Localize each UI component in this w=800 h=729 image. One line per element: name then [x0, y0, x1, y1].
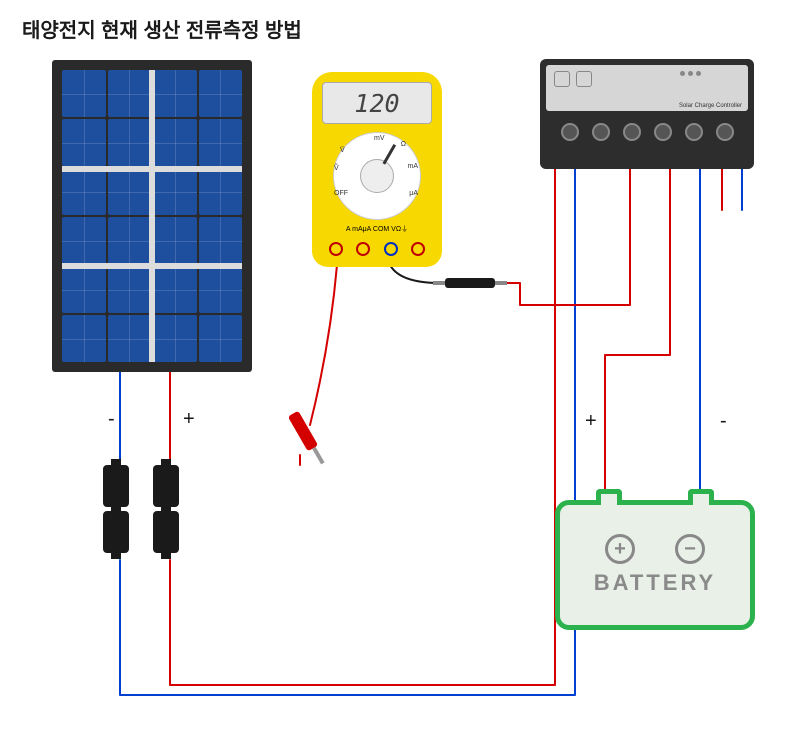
controller-panel: Solar Charge Controller: [546, 65, 748, 111]
multimeter: 120 mV Ω mA μA V̄ Ṽ OFF A mAμA COM VΩ⏚: [312, 72, 442, 267]
solar-cell: [153, 70, 197, 117]
wire-multimeter-A-to-probe: [310, 265, 337, 425]
multimeter-ports: [322, 240, 432, 256]
panel-neg-label: -: [108, 408, 115, 431]
solar-cell: [153, 217, 197, 264]
solar-cell: [153, 119, 197, 166]
port-v: [411, 242, 425, 256]
dial-ua: μA: [409, 190, 418, 197]
port-maua: [356, 242, 370, 256]
multimeter-screen: 120: [322, 82, 432, 124]
ctrl-port-3: [623, 123, 641, 141]
controller-ports: [546, 111, 748, 141]
solar-cell: [199, 266, 243, 313]
solar-cell: [199, 70, 243, 117]
diagram-title: 태양전지 현재 생산 전류측정 방법: [22, 14, 302, 43]
port-a: [329, 242, 343, 256]
solar-cell: [108, 217, 152, 264]
wire-ctrl-bat-pos: [605, 165, 670, 500]
inline-fuse: [445, 278, 495, 288]
solar-cells: [62, 70, 242, 362]
solar-cell: [153, 168, 197, 215]
battery-terminal-plus: +: [605, 534, 635, 564]
mc4-positive: [153, 465, 179, 553]
dial-vdc: V̄: [340, 147, 345, 154]
multimeter-port-labels: A mAμA COM VΩ⏚: [322, 224, 432, 234]
solar-cell: [108, 266, 152, 313]
solar-cell: [62, 119, 106, 166]
solar-cell: [199, 168, 243, 215]
dial-mv: mV: [374, 135, 385, 142]
battery-cap-plus: [596, 489, 622, 505]
dial-ma: mA: [408, 163, 419, 170]
battery-neg-label: -: [720, 410, 727, 433]
solar-cell: [62, 315, 106, 362]
wiring-diagram: 120 mV Ω mA μA V̄ Ṽ OFF A mAμA COM VΩ⏚: [0, 55, 800, 729]
solar-cell: [153, 266, 197, 313]
solar-cell: [108, 315, 152, 362]
multimeter-probe-red: [288, 411, 318, 452]
wire-fuse-to-ctrl-pos: [505, 165, 630, 305]
dial-ohm: Ω: [401, 141, 406, 148]
solar-cell: [62, 70, 106, 117]
solar-cell: [62, 168, 106, 215]
ctrl-port-1: [561, 123, 579, 141]
solar-cell: [153, 315, 197, 362]
panel-pos-label: +: [183, 408, 195, 431]
solar-cell: [199, 119, 243, 166]
dial-off: OFF: [334, 190, 348, 197]
ctrl-port-5: [685, 123, 703, 141]
controller-label: Solar Charge Controller: [679, 103, 742, 109]
multimeter-dial: mV Ω mA μA V̄ Ṽ OFF: [333, 132, 421, 220]
battery-terminal-minus: −: [675, 534, 705, 564]
ctrl-port-6: [716, 123, 734, 141]
solar-cell: [108, 119, 152, 166]
port-com: [384, 242, 398, 256]
battery-pos-label: +: [585, 410, 597, 433]
solar-cell: [108, 168, 152, 215]
solar-cell: [62, 217, 106, 264]
solar-cell: [108, 70, 152, 117]
dial-vac: Ṽ: [334, 165, 339, 172]
solar-cell: [199, 315, 243, 362]
battery-cap-minus: [688, 489, 714, 505]
charge-controller: Solar Charge Controller: [540, 59, 754, 169]
ctrl-port-2: [592, 123, 610, 141]
solar-panel: [52, 60, 252, 372]
ctrl-port-4: [654, 123, 672, 141]
battery-label: BATTERY: [594, 570, 716, 596]
mc4-negative: [103, 465, 129, 553]
battery: + − BATTERY: [555, 500, 755, 650]
solar-cell: [199, 217, 243, 264]
solar-cell: [62, 266, 106, 313]
